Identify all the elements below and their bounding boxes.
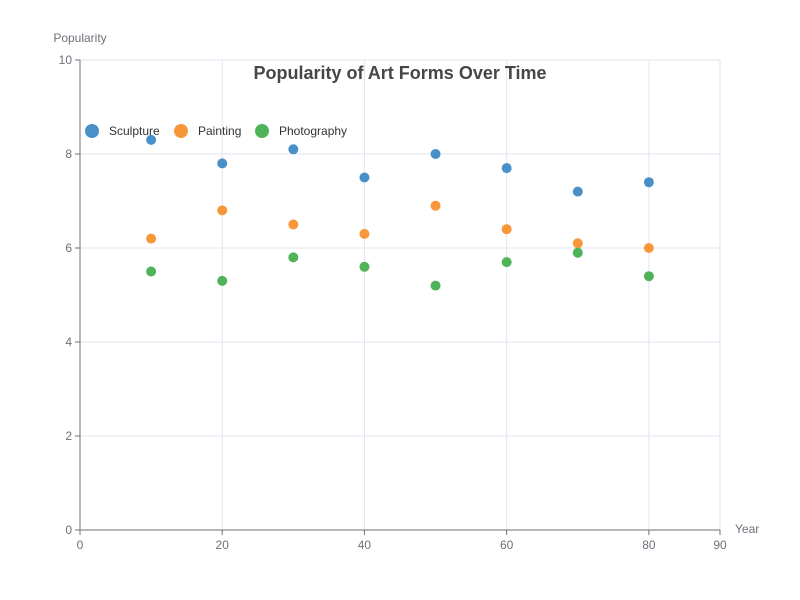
legend-item-painting[interactable]: Painting (174, 124, 241, 138)
legend-marker (174, 124, 188, 138)
sculpture-point[interactable] (501, 163, 512, 174)
y-tick-label: 4 (65, 335, 72, 349)
sculpture-point[interactable] (217, 158, 228, 169)
y-axis-label: Popularity (53, 31, 106, 45)
sculpture-point[interactable] (643, 177, 654, 188)
legend-marker (255, 124, 269, 138)
y-tick-label: 6 (65, 241, 72, 255)
sculpture-point[interactable] (430, 149, 441, 159)
x-tick-label: 60 (500, 538, 514, 552)
photography-point[interactable] (501, 257, 512, 268)
legend-label: Sculpture (109, 124, 160, 138)
y-tick-label: 10 (59, 53, 73, 67)
x-tick-label: 40 (358, 538, 372, 552)
grid (80, 59, 721, 530)
painting-point[interactable] (430, 200, 441, 211)
legend-item-sculpture[interactable]: Sculpture (85, 124, 160, 138)
painting-point[interactable] (643, 243, 654, 253)
sculpture-point[interactable] (288, 144, 299, 155)
painting-point[interactable] (359, 228, 370, 239)
photography-point[interactable] (643, 271, 654, 282)
photography-point[interactable] (430, 280, 441, 291)
legend-marker (85, 124, 99, 138)
legend-label: Painting (198, 124, 241, 138)
x-tick-label: 80 (642, 538, 656, 552)
photography-point[interactable] (217, 275, 228, 286)
photography-point[interactable] (146, 266, 157, 277)
painting-point[interactable] (217, 205, 228, 216)
chart-title: Popularity of Art Forms Over Time (253, 63, 546, 83)
x-axis-label: Year (735, 522, 759, 536)
photography-point[interactable] (359, 261, 370, 272)
photography-point[interactable] (572, 247, 583, 258)
painting-point[interactable] (146, 233, 157, 244)
painting-point[interactable] (288, 219, 299, 230)
legend[interactable]: Sculpture Painting Photography (85, 124, 347, 138)
painting-point[interactable] (501, 224, 512, 235)
sculpture-point[interactable] (359, 172, 370, 183)
sculpture-point[interactable] (572, 186, 583, 197)
painting-point[interactable] (572, 238, 583, 249)
y-tick-label: 0 (65, 523, 72, 537)
x-tick-label: 90 (713, 538, 727, 552)
y-tick-label: 8 (65, 147, 72, 161)
data-points (146, 134, 654, 291)
y-tick-label: 2 (65, 429, 72, 443)
legend-item-photography[interactable]: Photography (255, 124, 347, 138)
legend-label: Photography (279, 124, 347, 138)
photography-point[interactable] (288, 252, 299, 263)
x-tick-label: 0 (77, 538, 84, 552)
sculpture-point[interactable] (146, 134, 157, 145)
x-tick-label: 20 (216, 538, 230, 552)
axes: 0 20 40 60 80 90 0 2 4 6 8 10 (59, 53, 727, 552)
